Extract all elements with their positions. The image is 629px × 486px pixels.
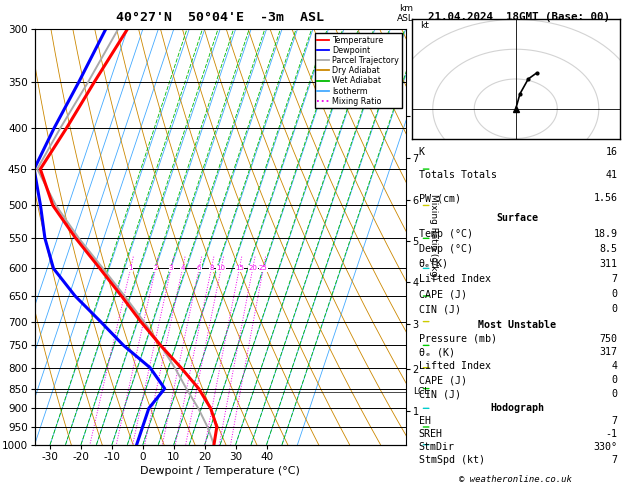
Text: 4: 4 <box>611 361 618 371</box>
Text: StmDir: StmDir <box>419 442 455 452</box>
Text: 4: 4 <box>181 265 185 271</box>
Text: 7: 7 <box>611 274 618 284</box>
Text: 16: 16 <box>606 147 618 157</box>
Text: 3: 3 <box>169 265 174 271</box>
Text: Pressure (mb): Pressure (mb) <box>419 333 497 344</box>
Text: LCL: LCL <box>413 387 430 396</box>
Text: 15: 15 <box>235 265 244 271</box>
Text: Hodograph: Hodograph <box>490 403 544 414</box>
Text: Lifted Index: Lifted Index <box>419 361 491 371</box>
Text: © weatheronline.co.uk: © weatheronline.co.uk <box>459 474 572 484</box>
Text: Dewp (°C): Dewp (°C) <box>419 244 472 254</box>
Text: 1: 1 <box>128 265 133 271</box>
Title: 40°27'N  50°04'E  -3m  ASL: 40°27'N 50°04'E -3m ASL <box>116 11 324 24</box>
Text: -1: -1 <box>606 429 618 439</box>
Text: StmSpd (kt): StmSpd (kt) <box>419 455 485 465</box>
Text: Lifted Index: Lifted Index <box>419 274 491 284</box>
Text: 0: 0 <box>611 289 618 299</box>
Text: Temp (°C): Temp (°C) <box>419 228 472 239</box>
Text: Most Unstable: Most Unstable <box>478 320 556 330</box>
Text: 750: 750 <box>599 333 618 344</box>
X-axis label: Dewpoint / Temperature (°C): Dewpoint / Temperature (°C) <box>140 466 300 476</box>
Y-axis label: Mixing Ratio (g/kg): Mixing Ratio (g/kg) <box>430 194 438 280</box>
Text: 1.56: 1.56 <box>594 193 618 204</box>
Text: Totals Totals: Totals Totals <box>419 171 497 180</box>
Text: 7: 7 <box>611 455 618 465</box>
Text: PW (cm): PW (cm) <box>419 193 460 204</box>
Text: 25: 25 <box>259 265 268 271</box>
Text: 8.5: 8.5 <box>599 244 618 254</box>
Text: CAPE (J): CAPE (J) <box>419 289 467 299</box>
Text: θₑ(K): θₑ(K) <box>419 259 448 269</box>
Legend: Temperature, Dewpoint, Parcel Trajectory, Dry Adiabat, Wet Adiabat, Isotherm, Mi: Temperature, Dewpoint, Parcel Trajectory… <box>314 33 402 108</box>
Text: 2: 2 <box>153 265 158 271</box>
Text: SREH: SREH <box>419 429 443 439</box>
Text: 311: 311 <box>599 259 618 269</box>
Text: EH: EH <box>419 417 431 426</box>
Text: 0: 0 <box>611 389 618 399</box>
Text: K: K <box>419 147 425 157</box>
Text: 7: 7 <box>611 417 618 426</box>
Text: 8: 8 <box>209 265 214 271</box>
Text: CIN (J): CIN (J) <box>419 389 460 399</box>
Text: 10: 10 <box>216 265 226 271</box>
Text: 21.04.2024  18GMT (Base: 00): 21.04.2024 18GMT (Base: 00) <box>428 12 610 22</box>
Text: 18.9: 18.9 <box>594 228 618 239</box>
Text: kt: kt <box>420 21 429 30</box>
Text: CAPE (J): CAPE (J) <box>419 375 467 385</box>
Text: Surface: Surface <box>496 213 538 224</box>
Text: 6: 6 <box>197 265 201 271</box>
Text: θₑ (K): θₑ (K) <box>419 347 455 358</box>
Text: 41: 41 <box>606 171 618 180</box>
Text: 317: 317 <box>599 347 618 358</box>
Text: 0: 0 <box>611 375 618 385</box>
Text: CIN (J): CIN (J) <box>419 304 460 314</box>
Text: km
ASL: km ASL <box>398 4 414 23</box>
Text: 20: 20 <box>248 265 257 271</box>
Text: 330°: 330° <box>594 442 618 452</box>
Text: 0: 0 <box>611 304 618 314</box>
